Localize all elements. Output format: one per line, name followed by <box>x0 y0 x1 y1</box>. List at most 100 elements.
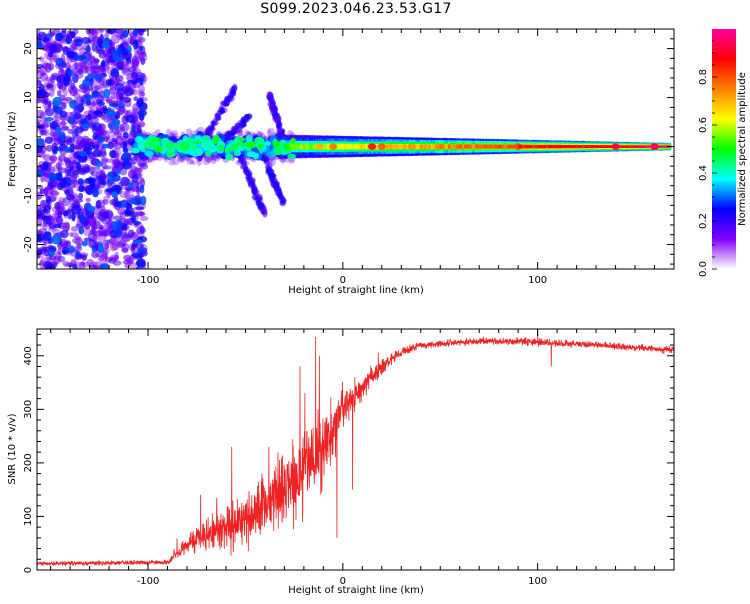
heatmap-cell <box>146 150 153 157</box>
heatmap-cell <box>87 113 92 121</box>
heatmap-cell <box>532 144 537 149</box>
heatmap-cell <box>261 208 268 214</box>
heatmap-cell <box>478 144 482 149</box>
y-tick-label: -20 <box>23 236 34 252</box>
heatmap-cell <box>461 144 465 149</box>
heatmap-cell <box>439 144 443 150</box>
heatmap-cell <box>267 127 275 135</box>
heatmap-cell <box>464 144 468 149</box>
x-tick-label: -100 <box>137 275 160 286</box>
heatmap-cell <box>114 83 124 92</box>
heatmap-cell <box>47 100 52 109</box>
heatmap-cell <box>368 143 377 151</box>
heatmap-cell <box>508 144 512 149</box>
heatmap-cell <box>65 36 72 45</box>
heatmap-cell <box>85 197 91 203</box>
heatmap-cell <box>37 234 42 243</box>
heatmap-cell <box>37 41 44 49</box>
heatmap-cell <box>407 143 412 150</box>
heatmap-cell <box>48 255 57 261</box>
heatmap-cell <box>139 92 146 97</box>
heatmap-cell <box>87 85 94 92</box>
heatmap-cell <box>77 68 83 75</box>
heatmap-cell <box>63 146 71 152</box>
heatmap-cell <box>86 177 97 183</box>
heatmap-cell <box>75 55 86 62</box>
heatmap-cell <box>231 125 239 130</box>
heatmap-cell <box>45 195 52 204</box>
heatmap-cell <box>70 232 79 238</box>
heatmap-cell <box>113 159 121 169</box>
heatmap-cell <box>130 147 140 154</box>
heatmap-cell <box>468 144 472 149</box>
heatmap-cell <box>74 128 79 137</box>
heatmap-cell <box>63 76 70 87</box>
heatmap-cell <box>105 79 113 86</box>
snr-frame <box>36 328 675 571</box>
heatmap-cell <box>237 137 246 142</box>
heatmap-cell <box>97 242 104 252</box>
heatmap-cell <box>83 237 93 242</box>
heatmap-cell <box>115 241 126 248</box>
heatmap-cell <box>67 212 72 220</box>
heatmap-cell <box>224 101 229 107</box>
heatmap-cell <box>653 145 657 148</box>
heatmap-cell <box>236 141 244 146</box>
heatmap-cell <box>137 109 147 117</box>
heatmap-cell <box>47 249 55 257</box>
heatmap-cell <box>665 145 669 148</box>
heatmap-cell <box>248 182 255 187</box>
heatmap-cell <box>74 235 82 241</box>
heatmap-cell <box>102 199 109 205</box>
heatmap-cell <box>259 203 264 209</box>
heatmap-cell <box>55 126 61 135</box>
heatmap-cell <box>132 39 139 50</box>
heatmap-cell <box>452 144 456 150</box>
heatmap-cell <box>125 56 132 64</box>
heatmap-cell <box>59 102 67 110</box>
heatmap-cell <box>135 181 140 189</box>
heatmap-cell <box>70 82 76 90</box>
heatmap-cell <box>377 143 386 151</box>
heatmap-cell <box>45 33 51 39</box>
heatmap-cell <box>135 206 145 211</box>
heatmap-cell <box>424 144 428 150</box>
heatmap-cell <box>43 173 49 183</box>
heatmap-cell <box>67 128 75 134</box>
heatmap-cell <box>72 67 78 74</box>
heatmap-cell <box>42 160 49 170</box>
heatmap-cell <box>116 167 121 175</box>
heatmap-cell <box>91 90 100 98</box>
heatmap-cell <box>71 238 82 244</box>
heatmap-cell <box>57 255 66 263</box>
heatmap-cell <box>148 140 156 147</box>
heatmap-cell <box>69 174 78 183</box>
heatmap-cell <box>343 143 347 150</box>
heatmap-cell <box>427 144 431 150</box>
heatmap-cell <box>84 184 94 195</box>
heatmap-cell <box>42 119 52 128</box>
heatmap-cell <box>57 182 64 191</box>
heatmap-cell <box>69 99 78 109</box>
heatmap-cell <box>459 144 463 150</box>
heatmap-cell <box>128 66 137 73</box>
heatmap-cell <box>612 145 616 149</box>
heatmap-cell <box>43 231 52 241</box>
x-tick-label: 0 <box>340 576 346 587</box>
heatmap-cell <box>42 208 48 213</box>
snr-series <box>37 329 674 567</box>
heatmap-cell <box>48 51 54 58</box>
snr-background <box>37 329 674 570</box>
heatmap-cell <box>56 32 64 41</box>
heatmap-cell <box>45 83 54 88</box>
heatmap-cell <box>122 131 129 139</box>
heatmap-cell <box>352 143 357 150</box>
heatmap-cell <box>41 36 50 43</box>
heatmap-cell <box>557 144 561 149</box>
heatmap-cell <box>205 142 214 148</box>
heatmap-cell <box>636 145 641 148</box>
heatmap-cell <box>357 143 361 150</box>
